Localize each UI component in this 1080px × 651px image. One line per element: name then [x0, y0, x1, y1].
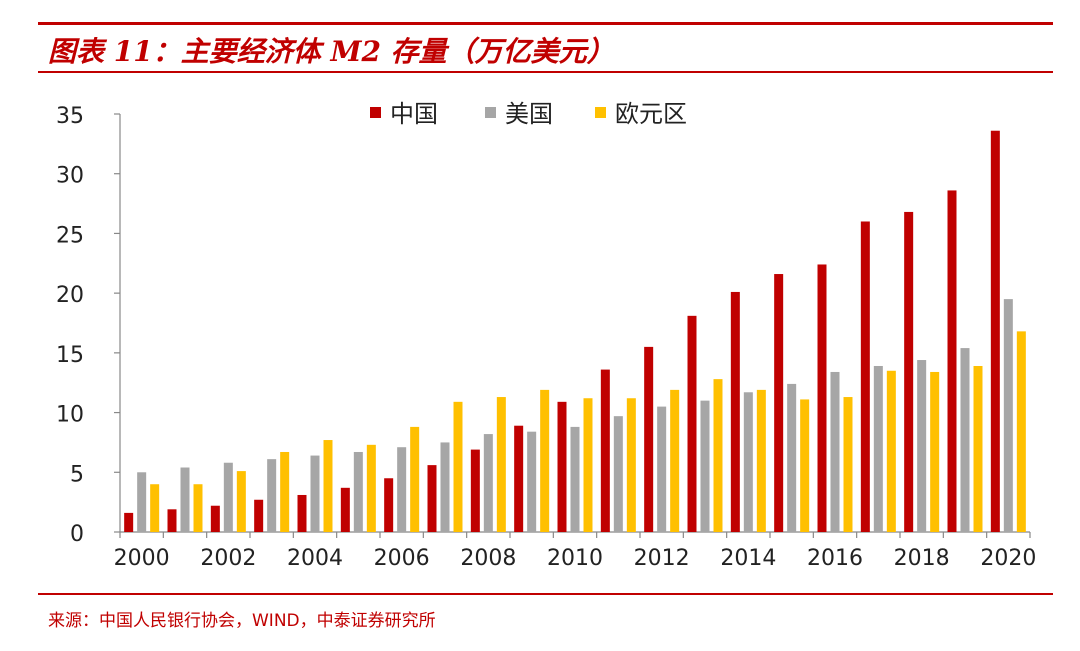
y-tick-label: 30	[56, 164, 84, 189]
bottom-rule	[38, 593, 1053, 595]
bars-group	[124, 130, 1026, 532]
bar-美国-2002	[223, 462, 233, 532]
x-tick-label: 2008	[460, 546, 516, 571]
bar-美国-2011	[613, 416, 623, 532]
chart-title: 图表 11：主要经济体 M2 存量（万亿美元）	[48, 35, 615, 68]
bar-美国-2010	[570, 426, 580, 532]
bar-中国-2016	[817, 264, 827, 532]
bar-中国-2018	[904, 211, 914, 532]
bar-中国-2014	[730, 291, 740, 532]
legend: 中国 美国 欧元区	[370, 100, 687, 128]
bar-欧元区-2015	[800, 399, 810, 532]
bar-中国-2000	[124, 512, 134, 532]
bar-美国-2005	[353, 451, 363, 532]
legend-swatch-中国	[370, 107, 381, 118]
bar-欧元区-2002	[236, 471, 246, 532]
bar-欧元区-2006	[410, 426, 420, 532]
bar-欧元区-2017	[886, 370, 896, 532]
x-tick-label: 2000	[114, 546, 170, 571]
bar-中国-2006	[384, 478, 394, 532]
bar-中国-2002	[210, 505, 220, 532]
bar-欧元区-2010	[583, 398, 593, 532]
bar-中国-2001	[167, 509, 177, 532]
bar-欧元区-2014	[756, 389, 766, 532]
x-tick-label: 2010	[547, 546, 603, 571]
bar-欧元区-2003	[280, 451, 290, 532]
x-tick-label: 2002	[200, 546, 256, 571]
y-tick-label: 5	[70, 462, 84, 487]
bar-欧元区-2007	[453, 401, 463, 532]
title-rule	[38, 71, 1053, 73]
bar-美国-2000	[137, 472, 147, 532]
bar-欧元区-2000	[150, 484, 160, 532]
legend-label: 欧元区	[615, 100, 687, 128]
legend-swatch-欧元区	[595, 107, 606, 118]
bar-中国-2019	[947, 190, 957, 532]
bar-美国-2007	[440, 442, 450, 532]
bar-美国-2015	[787, 383, 797, 532]
bar-欧元区-2009	[540, 389, 550, 532]
y-axis: 0 5 10 15 20 25 30 35	[56, 104, 121, 547]
bar-中国-2003	[254, 499, 264, 532]
y-tick-label: 10	[56, 403, 84, 428]
x-axis: 2000 2002 2004 2006 2008 2010 2012 2014 2016 2018…	[114, 531, 1036, 571]
bar-欧元区-2013	[713, 379, 723, 532]
source-note: 来源：中国人民银行协会，WIND，中泰证券研究所	[48, 611, 436, 631]
x-tick-label: 2020	[980, 546, 1036, 571]
bar-美国-2013	[700, 400, 710, 532]
top-rule	[38, 22, 1053, 25]
bar-美国-2019	[960, 348, 970, 532]
y-tick-label: 25	[56, 223, 84, 248]
y-tick-label: 0	[70, 522, 84, 547]
bar-中国-2007	[427, 465, 437, 532]
x-tick-label: 2018	[894, 546, 950, 571]
bar-欧元区-2019	[973, 365, 983, 532]
y-tick-label: 15	[56, 343, 84, 368]
bar-欧元区-2018	[930, 371, 940, 532]
bar-美国-2001	[180, 467, 190, 532]
bar-美国-2014	[743, 392, 753, 532]
y-tick-label: 20	[56, 283, 84, 308]
x-tick-label: 2016	[807, 546, 863, 571]
bar-美国-2016	[830, 371, 840, 532]
bar-中国-2020	[990, 130, 1000, 532]
x-tick-label: 2004	[287, 546, 343, 571]
bar-美国-2009	[527, 431, 537, 532]
bar-欧元区-2008	[496, 397, 506, 532]
bar-欧元区-2011	[626, 398, 636, 532]
legend-swatch-美国	[485, 107, 496, 118]
bar-美国-2020	[1003, 299, 1013, 532]
x-tick-label: 2014	[720, 546, 776, 571]
bar-欧元区-2005	[366, 444, 376, 532]
bar-欧元区-2016	[843, 397, 853, 532]
bar-美国-2012	[657, 406, 667, 532]
bar-中国-2012	[644, 346, 654, 532]
bar-中国-2005	[340, 487, 350, 532]
bar-欧元区-2001	[193, 484, 203, 532]
bar-中国-2009	[514, 425, 524, 532]
bar-中国-2008	[470, 449, 480, 532]
bar-美国-2004	[310, 455, 320, 532]
bar-中国-2017	[860, 221, 870, 532]
x-tick-label: 2006	[374, 546, 430, 571]
bar-中国-2010	[557, 401, 567, 532]
bar-中国-2004	[297, 494, 307, 532]
bar-美国-2008	[483, 434, 493, 532]
bar-美国-2003	[267, 459, 277, 532]
bar-欧元区-2012	[670, 389, 680, 532]
bar-美国-2017	[873, 365, 883, 532]
legend-label: 美国	[505, 100, 553, 128]
bar-中国-2013	[687, 315, 697, 532]
bar-美国-2006	[397, 447, 407, 532]
y-tick-label: 35	[56, 104, 84, 129]
bar-欧元区-2020	[1016, 331, 1026, 532]
x-tick-label: 2012	[634, 546, 690, 571]
legend-label: 中国	[390, 100, 438, 128]
bar-中国-2015	[774, 274, 784, 532]
bar-美国-2018	[917, 360, 927, 532]
bar-中国-2011	[600, 369, 610, 532]
bar-欧元区-2004	[323, 440, 333, 532]
